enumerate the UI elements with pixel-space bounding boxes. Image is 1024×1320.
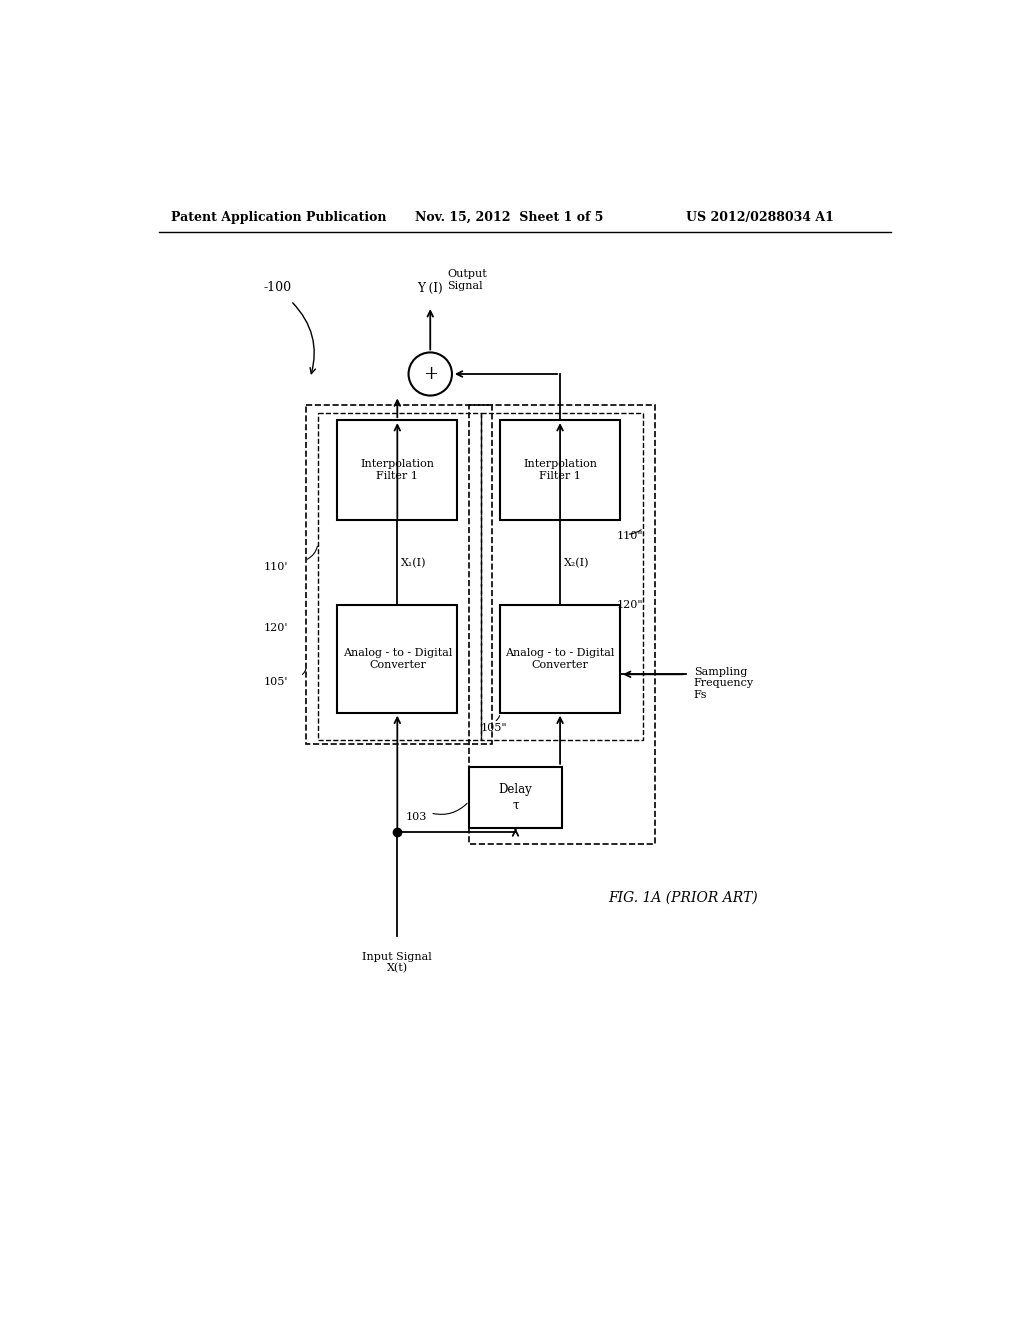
Bar bbox=[337, 605, 458, 713]
Bar bbox=[500, 420, 621, 520]
Bar bbox=[469, 767, 562, 829]
Text: 110': 110' bbox=[263, 561, 288, 572]
Text: Output
Signal: Output Signal bbox=[447, 269, 487, 290]
Text: X₂(I): X₂(I) bbox=[564, 557, 590, 568]
Text: FIG. 1A (PRIOR ART): FIG. 1A (PRIOR ART) bbox=[608, 891, 758, 904]
Bar bbox=[469, 405, 655, 843]
Text: 120": 120" bbox=[616, 601, 643, 610]
Bar bbox=[337, 420, 458, 520]
Bar bbox=[480, 412, 643, 739]
Text: 105": 105" bbox=[480, 723, 507, 733]
Text: Delay
τ: Delay τ bbox=[499, 784, 532, 812]
Text: Nov. 15, 2012  Sheet 1 of 5: Nov. 15, 2012 Sheet 1 of 5 bbox=[415, 211, 603, 224]
Text: Sampling
Frequency
Fs: Sampling Frequency Fs bbox=[693, 667, 754, 700]
Text: Input Signal
X(t): Input Signal X(t) bbox=[362, 952, 432, 973]
Text: X₁(I): X₁(I) bbox=[401, 557, 427, 568]
Text: 105': 105' bbox=[263, 677, 288, 686]
Circle shape bbox=[409, 352, 452, 396]
Text: 120': 120' bbox=[263, 623, 288, 634]
Text: +: + bbox=[423, 366, 437, 383]
Text: Y (I): Y (I) bbox=[418, 281, 443, 294]
Text: Interpolation
Filter 1: Interpolation Filter 1 bbox=[360, 459, 434, 480]
Text: 103: 103 bbox=[406, 812, 427, 822]
Bar bbox=[500, 605, 621, 713]
Bar bbox=[306, 405, 493, 743]
Text: Analog - to - Digital
Converter: Analog - to - Digital Converter bbox=[343, 648, 452, 669]
Text: Patent Application Publication: Patent Application Publication bbox=[171, 211, 386, 224]
Text: 110": 110" bbox=[616, 531, 643, 541]
Bar bbox=[317, 412, 480, 739]
Text: US 2012/0288034 A1: US 2012/0288034 A1 bbox=[686, 211, 834, 224]
Text: Interpolation
Filter 1: Interpolation Filter 1 bbox=[523, 459, 597, 480]
Text: Analog - to - Digital
Converter: Analog - to - Digital Converter bbox=[506, 648, 614, 669]
Text: -100: -100 bbox=[263, 281, 292, 294]
